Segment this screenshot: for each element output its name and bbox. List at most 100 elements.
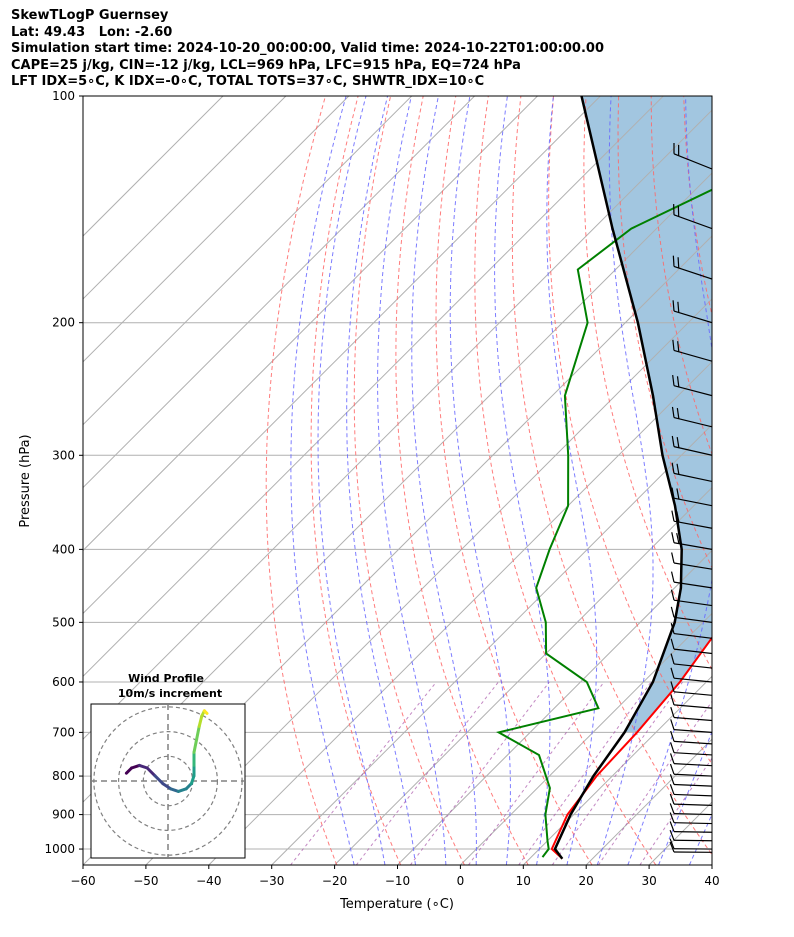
wind-barb-shaft bbox=[673, 153, 712, 170]
wind-barb-feather bbox=[671, 510, 675, 522]
moist-adiabat bbox=[411, 96, 477, 865]
wind-barb bbox=[669, 774, 712, 787]
wind-barb-shaft bbox=[673, 822, 712, 825]
wind-barb-feather bbox=[669, 753, 675, 764]
wind-barb-shaft bbox=[673, 385, 712, 397]
hodograph-segment bbox=[192, 737, 199, 754]
wind-barb-shaft bbox=[673, 562, 712, 570]
wind-barb bbox=[669, 838, 712, 850]
wind-barb bbox=[670, 730, 712, 745]
wind-barb-shaft bbox=[673, 542, 712, 550]
isotherm-gridline bbox=[145, 298, 712, 865]
wind-barb-shaft bbox=[673, 729, 712, 733]
isotherm-gridline bbox=[334, 486, 712, 865]
mixing-ratio-line bbox=[355, 681, 499, 865]
isotherm-gridline bbox=[83, 96, 664, 678]
isotherm-gridline bbox=[711, 864, 712, 865]
wind-barb-shaft bbox=[673, 599, 712, 607]
plot-area bbox=[83, 96, 794, 865]
wind-barb-feather bbox=[670, 589, 675, 601]
isotherm-gridline bbox=[83, 96, 475, 489]
wind-barb-shaft bbox=[673, 812, 712, 816]
isotherm-gridline bbox=[775, 96, 794, 865]
moist-adiabat bbox=[290, 96, 355, 865]
wind-barb-feather bbox=[670, 719, 675, 730]
wind-barb-feather bbox=[671, 435, 675, 447]
mixing-ratio-line bbox=[468, 681, 605, 865]
inset-title: Wind Profile bbox=[128, 672, 204, 685]
isotherm-gridline bbox=[83, 96, 538, 552]
wind-barb bbox=[670, 681, 712, 696]
moist-adiabat bbox=[658, 730, 712, 865]
wind-barb-shaft bbox=[673, 793, 712, 797]
wind-barb-feather bbox=[676, 532, 680, 544]
hodograph bbox=[91, 704, 245, 858]
wind-barb-feather bbox=[676, 408, 680, 419]
chart-header: SkewTLogP Guernsey Lat: 49.43 Lon: -2.60 S… bbox=[11, 8, 604, 91]
wind-barb-shaft bbox=[673, 581, 712, 589]
hodograph-segment bbox=[145, 766, 157, 778]
wind-barb bbox=[673, 143, 712, 170]
dry-adiabat bbox=[650, 96, 712, 456]
wind-barb bbox=[670, 638, 712, 655]
wind-barb-shaft bbox=[673, 416, 712, 428]
wind-barb bbox=[671, 462, 712, 483]
wind-barb-feather bbox=[672, 339, 675, 351]
wind-barb bbox=[669, 763, 712, 777]
moist-adiabat bbox=[377, 96, 447, 865]
x-axis-label: Temperature (∘C) bbox=[339, 897, 454, 912]
dry-adiabat bbox=[310, 96, 402, 865]
x-tick-label: 40 bbox=[704, 874, 719, 888]
wind-barb bbox=[670, 623, 712, 639]
wind-barb-shaft bbox=[673, 446, 712, 456]
wind-barb bbox=[669, 821, 712, 833]
isotherm-gridline bbox=[208, 361, 712, 865]
wind-barb-feather bbox=[669, 838, 675, 849]
wind-barb-feather bbox=[677, 257, 680, 269]
wind-barb-shaft bbox=[673, 310, 712, 324]
wind-barb-shaft bbox=[673, 497, 712, 507]
wind-barb-feather bbox=[669, 829, 675, 841]
header-indices-2: LFT IDX=5∘C, K IDX=-0∘C, TOTAL TOTS=37∘C… bbox=[11, 74, 485, 89]
cape-fill-layer bbox=[581, 96, 712, 733]
wind-barb-feather bbox=[669, 821, 675, 832]
wind-barb-feather bbox=[669, 774, 675, 785]
hodograph-segment bbox=[161, 782, 173, 791]
header-title: SkewTLogP Guernsey bbox=[11, 8, 169, 23]
wind-barb-feather bbox=[670, 707, 675, 718]
y-tick-label: 900 bbox=[52, 808, 75, 822]
wind-barb-shaft bbox=[673, 803, 712, 806]
wind-barb-shaft bbox=[673, 783, 712, 787]
moist-adiabat bbox=[546, 96, 598, 865]
mixing-ratio-line bbox=[518, 681, 652, 865]
isotherm-gridline bbox=[83, 96, 413, 426]
dewpoint-line bbox=[495, 188, 712, 858]
wind-barb-shaft bbox=[673, 214, 712, 230]
wind-barb-feather bbox=[677, 341, 680, 352]
y-tick-label: 400 bbox=[52, 542, 75, 556]
moist-adiabat bbox=[494, 96, 551, 865]
wind-barb-shaft bbox=[673, 520, 712, 529]
x-tick-label: −50 bbox=[133, 874, 158, 888]
wind-barb bbox=[670, 719, 712, 733]
header-indices-1: CAPE=25 j/kg, CIN=-12 j/kg, LCL=969 hPa,… bbox=[11, 57, 521, 73]
header-location: Lat: 49.43 Lon: -2.60 bbox=[11, 24, 173, 40]
wind-barb bbox=[671, 487, 712, 507]
wind-barb-feather bbox=[669, 763, 675, 775]
wind-barb-shaft bbox=[673, 349, 712, 362]
wind-barb-feather bbox=[670, 571, 675, 583]
dry-adiabat bbox=[265, 96, 338, 865]
y-axis: 100 200 300 400 500 600 700 800 900 1000 bbox=[44, 89, 83, 856]
x-tick-label: 30 bbox=[641, 874, 656, 888]
cape-area bbox=[581, 96, 712, 733]
wind-barb bbox=[670, 667, 712, 683]
dry-adiabat bbox=[435, 96, 593, 865]
wind-barb-feather bbox=[676, 463, 680, 475]
wind-barb-shaft bbox=[673, 648, 712, 655]
parcel-line bbox=[553, 96, 683, 860]
wind-barb-feather bbox=[672, 255, 675, 267]
wind-barb-feather bbox=[676, 511, 680, 523]
wind-barb-shaft bbox=[673, 704, 712, 709]
y-tick-label: 600 bbox=[52, 675, 75, 689]
